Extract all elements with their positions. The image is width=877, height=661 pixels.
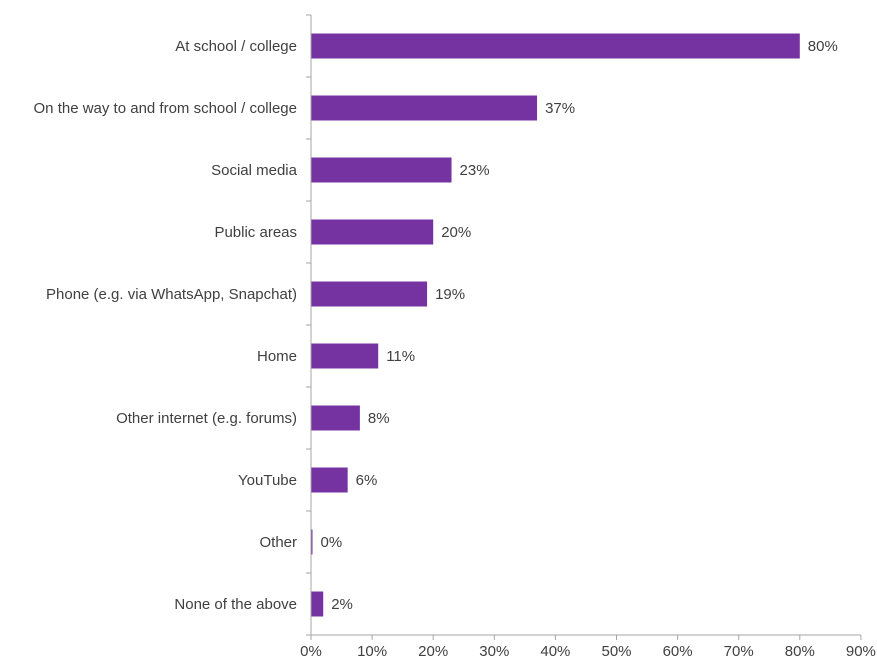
category-label: Other internet (e.g. forums) — [116, 410, 297, 427]
value-label: 0% — [321, 534, 343, 551]
category-label: YouTube — [238, 472, 297, 489]
value-label: 8% — [368, 410, 390, 427]
value-label: 19% — [435, 286, 465, 303]
category-label: None of the above — [174, 596, 297, 613]
bar — [311, 157, 452, 183]
labels-layer: At school / college 80% On the way to and … — [34, 38, 838, 613]
x-tick-label: 20% — [418, 643, 448, 660]
x-tick-label: 10% — [357, 643, 387, 660]
x-tick-label: 40% — [540, 643, 570, 660]
category-label: On the way to and from school / college — [34, 100, 297, 117]
category-label: At school / college — [175, 38, 297, 55]
axes: 0% 10% 20% 30% 40% 50% 60% 70% 80% 90% — [300, 14, 876, 660]
bars-layer — [311, 33, 800, 617]
bar — [311, 219, 434, 245]
value-label: 11% — [386, 348, 415, 365]
value-label: 6% — [356, 472, 378, 489]
category-label: Home — [257, 348, 297, 365]
x-tick-label: 30% — [479, 643, 509, 660]
bar — [311, 95, 538, 121]
category-label: Social media — [211, 162, 298, 179]
bar — [311, 281, 428, 307]
bar — [311, 529, 313, 555]
category-label: Public areas — [214, 224, 297, 241]
bar — [311, 405, 360, 431]
x-tick-label: 0% — [300, 643, 322, 660]
category-label: Other — [259, 534, 297, 551]
value-label: 23% — [460, 162, 490, 179]
bar — [311, 343, 379, 369]
bar — [311, 591, 324, 617]
x-tick-label: 70% — [724, 643, 754, 660]
value-label: 2% — [331, 596, 353, 613]
x-tick-label: 90% — [846, 643, 876, 660]
category-label: Phone (e.g. via WhatsApp, Snapchat) — [46, 286, 297, 303]
x-tick-label: 50% — [601, 643, 631, 660]
value-label: 80% — [808, 38, 838, 55]
value-label: 37% — [545, 100, 575, 117]
bar — [311, 467, 348, 493]
x-tick-label: 80% — [785, 643, 815, 660]
bar — [311, 33, 800, 59]
x-tick-label: 60% — [663, 643, 693, 660]
value-label: 20% — [441, 224, 471, 241]
